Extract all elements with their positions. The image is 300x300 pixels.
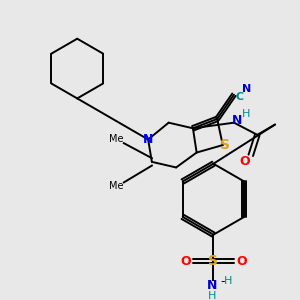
Text: N: N [206, 278, 217, 292]
Text: H: H [207, 291, 216, 300]
Text: C: C [236, 92, 244, 102]
Text: N: N [242, 84, 252, 94]
Text: O: O [240, 155, 250, 168]
Text: Me: Me [109, 134, 124, 145]
Text: S: S [208, 254, 218, 268]
Text: O: O [236, 255, 247, 268]
Text: S: S [220, 138, 230, 152]
Text: N: N [232, 114, 242, 127]
Text: H: H [224, 276, 232, 286]
Text: Me: Me [109, 181, 124, 191]
Text: O: O [180, 255, 191, 268]
Text: N: N [143, 133, 153, 146]
Text: -: - [220, 275, 225, 288]
Text: H: H [242, 109, 250, 119]
